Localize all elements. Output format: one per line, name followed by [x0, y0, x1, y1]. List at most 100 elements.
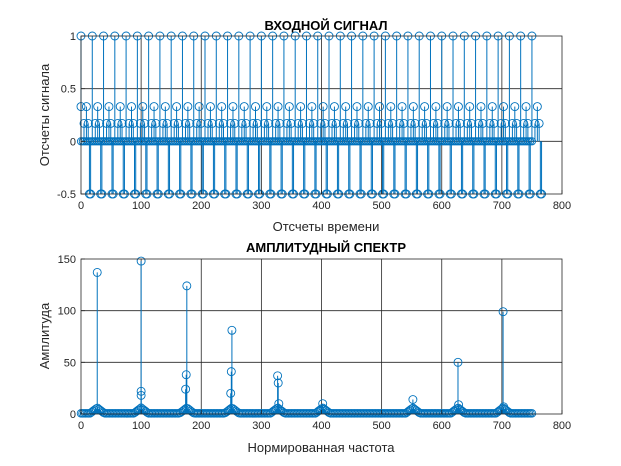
spectrum-stem-marker — [226, 388, 236, 398]
input-signal-stem-marker — [93, 102, 103, 112]
spectrum-stem-marker — [318, 399, 328, 409]
input-signal-stem-marker — [532, 102, 542, 112]
input-signal-xtick-label: 400 — [312, 200, 330, 212]
spectrum-stem-marker — [498, 307, 508, 317]
input-signal-stem-marker — [386, 102, 396, 112]
spectrum-xtick-label: 300 — [252, 420, 270, 432]
input-signal-stem-marker — [521, 102, 531, 112]
spectrum-stem-marker — [181, 370, 191, 380]
spectrum-ytick-label: 150 — [58, 254, 76, 266]
input-signal-stem-marker — [115, 102, 125, 112]
spectrum-xtick-label: 800 — [553, 420, 571, 432]
spectrum-stem-marker — [273, 371, 283, 381]
input-signal-stem-marker — [194, 102, 204, 112]
input-signal-stem-marker — [510, 102, 520, 112]
spectrum-stem-marker — [92, 267, 102, 277]
input-signal-stem-marker — [352, 102, 362, 112]
spectrum-stem-marker — [136, 256, 146, 266]
input-signal-stem-marker — [307, 102, 317, 112]
spectrum-stem-marker — [141, 407, 150, 416]
input-signal-stem-marker — [183, 102, 193, 112]
input-signal-xtick-label: 100 — [132, 200, 150, 212]
input-signal-stem-marker — [239, 102, 249, 112]
spectrum-stem-marker — [273, 378, 283, 388]
input-signal-stem-marker — [397, 102, 407, 112]
input-signal-stem-marker — [160, 102, 170, 112]
spectrum-stem-marker — [274, 399, 284, 409]
input-signal-xtick-label: 800 — [553, 200, 571, 212]
input-signal-stem-marker — [499, 102, 508, 112]
input-signal-ytick-label: 1 — [70, 31, 76, 43]
input-signal-ticks: 0 100 200 300 400 500 600 700 800-0.500.51 — [57, 31, 571, 212]
input-signal-stem-marker — [149, 102, 159, 112]
input-signal-stem-marker — [465, 102, 475, 112]
spectrum-xtick-label: 600 — [433, 420, 451, 432]
spectrum-stem-marker — [527, 409, 537, 418]
input-signal-stem-marker — [420, 102, 430, 112]
input-signal-stem-marker — [431, 102, 441, 112]
input-signal-stem-marker — [318, 102, 328, 112]
input-signal-stem-marker — [442, 102, 452, 112]
input-signal-xtick-label: 500 — [372, 200, 390, 212]
spectrum-title: АМПЛИТУДНЫЙ СПЕКТР — [246, 240, 406, 255]
input-signal-xtick-label: 200 — [192, 200, 210, 212]
spectrum-stem-marker — [181, 384, 191, 394]
spectrum-xtick-label: 500 — [372, 420, 390, 432]
input-signal-stem-marker — [329, 102, 339, 112]
spectrum-stem-marker — [499, 402, 509, 412]
input-signal-ylabel: Отсчеты сигнала — [37, 63, 52, 166]
input-signal-stem-marker — [104, 102, 114, 112]
spectrum-ytick-label: 100 — [58, 306, 76, 318]
spectrum-ticks: 0 100 200 300 400 500 600 700 800 0 50 100 150 — [58, 254, 572, 432]
input-signal-stem-marker — [217, 102, 227, 112]
input-signal-ytick-label: 0 — [70, 136, 76, 148]
input-signal-stem-marker — [375, 102, 384, 112]
input-signal-title: ВХОДНОЙ СИГНАЛ — [264, 18, 387, 33]
input-signal-xtick-label: 700 — [493, 200, 511, 212]
input-signal-stem-marker — [296, 102, 306, 112]
input-signal-stem-marker — [228, 102, 238, 112]
input-signal-ytick-label: -0.5 — [57, 189, 76, 201]
spectrum-ytick-label: 0 — [70, 409, 76, 421]
input-signal-stem-marker — [138, 102, 148, 112]
spectrum-stem-marker — [129, 409, 138, 418]
input-signal-stem-marker — [284, 102, 294, 112]
spectrum-xtick-label: 400 — [312, 420, 330, 432]
spectrum-xlabel: Нормированная частота — [247, 440, 395, 455]
input-signal-stem-marker — [476, 102, 486, 112]
spectrum-stem-marker — [453, 357, 463, 367]
spectrum-stem-marker — [454, 400, 464, 410]
input-signal-stem-marker — [487, 102, 497, 112]
input-signal-xtick-label: 0 — [78, 200, 84, 212]
input-signal-stem-marker — [172, 102, 182, 112]
input-signal-stem-marker — [262, 102, 272, 112]
input-signal-stem-marker — [251, 102, 260, 112]
input-signal-axes: 0 100 200 300 400 500 600 700 800-0.500.51 ВХОДН… — [37, 18, 571, 234]
input-signal-stem-marker — [127, 102, 136, 112]
spectrum-stem-marker — [182, 281, 192, 291]
spectrum-xtick-label: 700 — [493, 420, 511, 432]
spectrum-stem-marker — [135, 404, 144, 414]
spectrum-xtick-label: 0 — [78, 420, 84, 432]
input-signal-xlabel: Отсчеты времени — [273, 219, 380, 234]
input-signal-stem-marker — [81, 102, 91, 112]
input-signal-stem-marker — [408, 102, 418, 112]
input-signal-stem-marker — [363, 102, 373, 112]
spectrum-ytick-label: 50 — [64, 357, 76, 369]
input-signal-xtick-label: 300 — [252, 200, 270, 212]
spectrum-xtick-label: 100 — [132, 420, 150, 432]
input-signal-stems — [76, 31, 547, 199]
input-signal-ytick-label: 0.5 — [61, 84, 76, 96]
spectrum-stem-marker — [226, 367, 236, 377]
spectrum-ylabel: Амплитуда — [37, 302, 52, 369]
input-signal-stem-marker — [273, 102, 283, 112]
spectrum-axes: 0 100 200 300 400 500 600 700 800 0 50 100 150 АМПЛИ… — [37, 240, 571, 455]
input-signal-stem-marker — [453, 102, 463, 112]
input-signal-stem-marker — [341, 102, 351, 112]
input-signal-stem-marker — [205, 102, 215, 112]
spectrum-stem-marker — [408, 395, 418, 404]
spectrum-xtick-label: 200 — [192, 420, 210, 432]
spectrum-stem-marker — [227, 325, 237, 335]
input-signal-stem-marker — [534, 118, 544, 128]
